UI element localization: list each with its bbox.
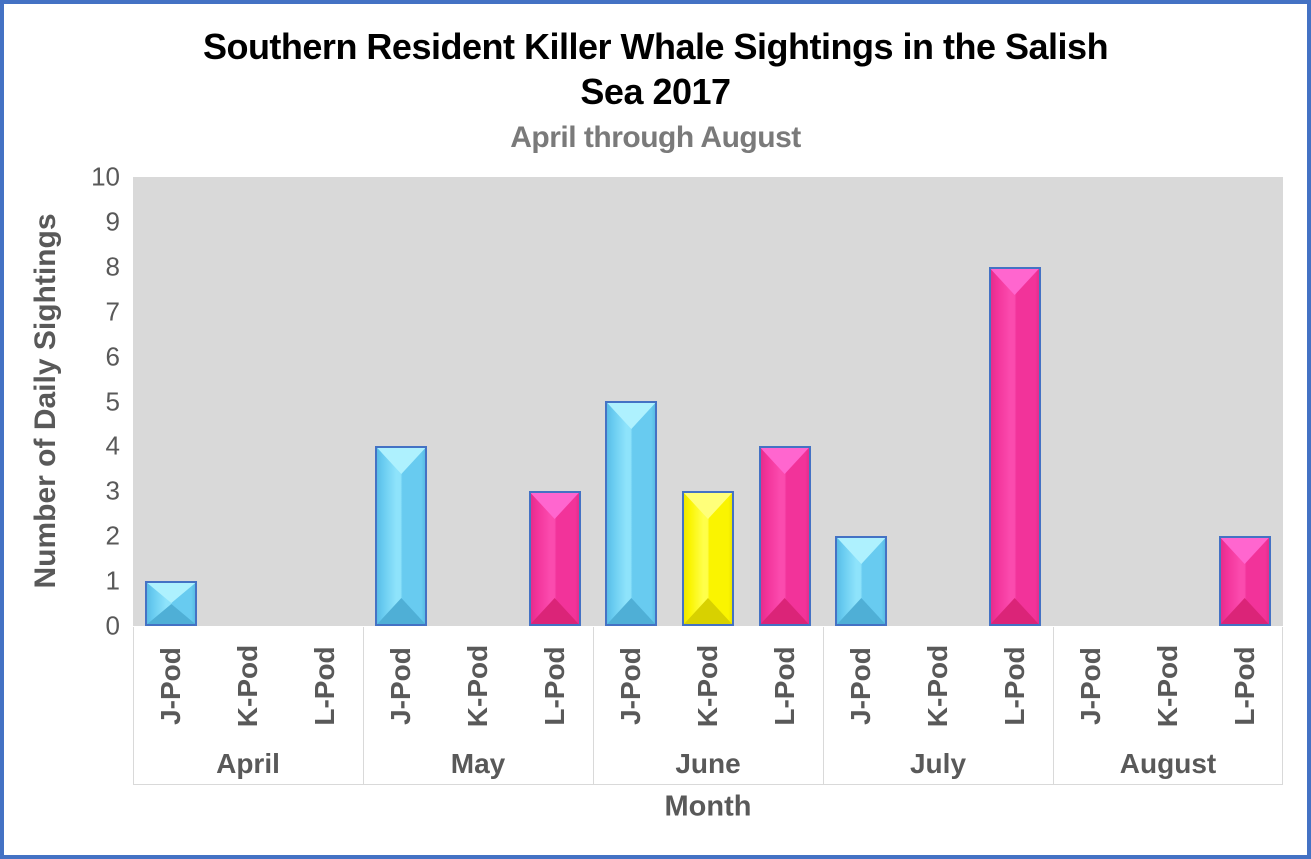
- bar-bottom-bevel: [1220, 598, 1269, 624]
- pod-label-may-l-pod: L-Pod: [538, 646, 570, 726]
- bar-july-j-pod: [835, 536, 888, 626]
- category-axis-line: [133, 784, 1283, 785]
- pod-label-august-k-pod: K-Pod: [1152, 644, 1183, 728]
- bar-july-l-pod: [988, 267, 1041, 626]
- bar-bottom-bevel: [530, 598, 579, 624]
- y-tick-2: 2: [105, 520, 120, 551]
- pod-label-april-k-pod: K-Pod: [232, 644, 263, 728]
- pod-label-april-l-pod: L-Pod: [308, 646, 340, 726]
- pod-label-july-l-pod: L-Pod: [998, 646, 1030, 726]
- category-divider: [363, 627, 364, 784]
- bar-bottom-bevel: [760, 598, 809, 624]
- y-tick-1: 1: [105, 565, 120, 596]
- chart-title-line-2: Sea 2017: [580, 71, 731, 112]
- month-label-august: August: [1119, 748, 1217, 779]
- chart-header: Southern Resident Killer Whale Sightings…: [0, 24, 1311, 156]
- pod-label-august-l-pod: L-Pod: [1228, 646, 1260, 726]
- pod-label-july-k-pod: K-Pod: [922, 644, 953, 728]
- pod-label-may-k-pod: K-Pod: [462, 644, 493, 728]
- category-divider: [1053, 627, 1054, 784]
- chart-title-line-1: Southern Resident Killer Whale Sightings…: [202, 26, 1109, 67]
- bar-bottom-bevel: [837, 598, 886, 624]
- month-label-july: July: [909, 748, 967, 779]
- y-tick-9: 9: [105, 206, 120, 237]
- chart-subtitle: April through August: [510, 121, 801, 154]
- y-tick-0: 0: [105, 610, 120, 641]
- bar-bottom-bevel: [607, 598, 656, 624]
- pod-label-may-j-pod: J-Pod: [385, 647, 417, 725]
- y-tick-5: 5: [105, 386, 120, 416]
- bar-top-bevel: [607, 403, 656, 429]
- month-label-april: April: [216, 748, 280, 779]
- bar-may-l-pod: [528, 491, 581, 626]
- pod-label-april-j-pod: J-Pod: [155, 647, 187, 725]
- pod-label-june-j-pod: J-Pod: [615, 647, 647, 725]
- pod-label-june-k-pod: K-Pod: [692, 644, 723, 728]
- bar-bottom-bevel: [377, 598, 426, 624]
- bar-top-bevel: [530, 493, 579, 519]
- bar-top-bevel: [1220, 538, 1269, 564]
- pod-label-june-l-pod: L-Pod: [768, 646, 800, 726]
- pod-label-july-j-pod: J-Pod: [845, 647, 877, 725]
- category-divider: [133, 627, 134, 784]
- y-tick-3: 3: [105, 475, 120, 506]
- month-label-may: May: [450, 748, 506, 779]
- x-axis-title: Month: [664, 790, 752, 823]
- month-label-june: June: [675, 748, 741, 779]
- bar-top-bevel: [147, 583, 196, 603]
- bar-top-bevel: [684, 493, 732, 519]
- bar-top-bevel: [837, 538, 886, 564]
- y-tick-4: 4: [105, 430, 120, 461]
- y-tick-6: 6: [105, 341, 120, 372]
- bar-june-l-pod: [758, 446, 811, 626]
- bar-top-bevel: [760, 448, 809, 474]
- bar-june-k-pod: [682, 491, 734, 626]
- y-tick-10: 10: [91, 161, 120, 192]
- y-tick-8: 8: [105, 251, 120, 282]
- category-divider: [593, 627, 594, 784]
- bar-bottom-bevel: [990, 598, 1039, 624]
- bar-bottom-bevel: [147, 604, 196, 624]
- bar-bottom-bevel: [684, 598, 732, 624]
- pod-label-august-j-pod: J-Pod: [1075, 647, 1107, 725]
- bar-top-bevel: [990, 269, 1039, 295]
- y-tick-7: 7: [105, 296, 120, 327]
- category-divider: [823, 627, 824, 784]
- bar-april-j-pod: [145, 581, 198, 626]
- bar-august-l-pod: [1218, 536, 1271, 626]
- bar-june-j-pod: [605, 401, 658, 626]
- bar-top-bevel: [377, 448, 426, 474]
- bar-may-j-pod: [375, 446, 428, 626]
- category-divider: [1282, 627, 1283, 784]
